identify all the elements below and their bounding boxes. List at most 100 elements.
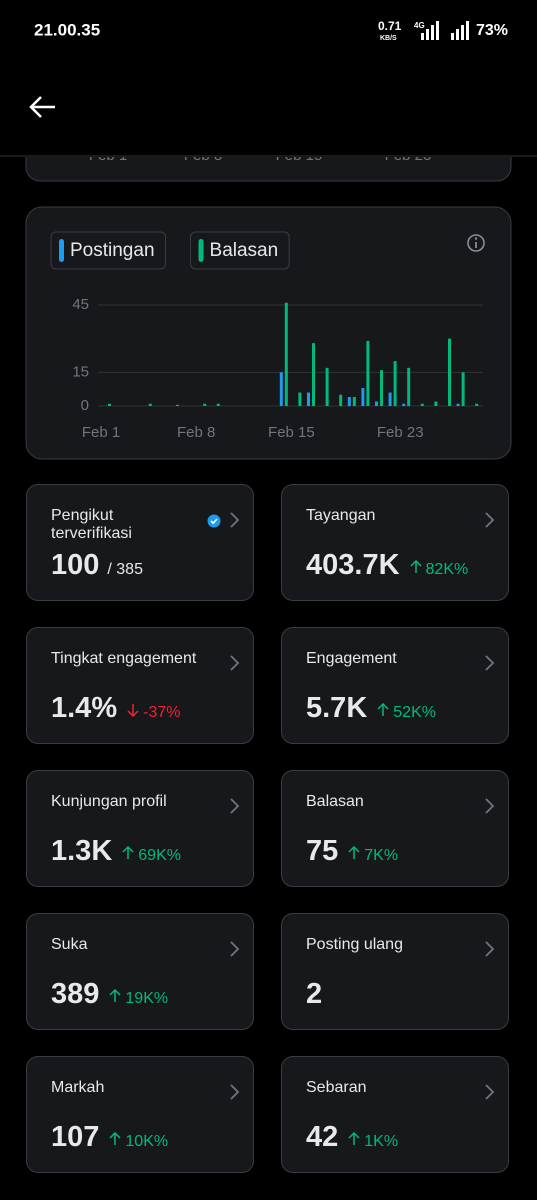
bar <box>203 403 207 406</box>
x-tick-label: Feb 1 <box>82 424 120 441</box>
status-time: 21.00.35 <box>34 20 100 39</box>
bar <box>347 397 351 406</box>
chevron <box>485 941 495 957</box>
legend-label: Balasan <box>210 240 279 261</box>
bar <box>279 372 283 406</box>
metric-card[interactable]: Suka 389 19K% <box>26 913 254 1030</box>
change-arrow <box>377 702 389 716</box>
metric-value: 2 <box>306 978 322 1011</box>
bar <box>420 403 424 406</box>
bar <box>475 403 479 406</box>
bar <box>375 401 378 406</box>
metric-value: 403.7K 82K% <box>306 549 468 582</box>
change-text: 19K% <box>125 990 169 1007</box>
bar <box>176 404 179 406</box>
legend-label: Postingan <box>70 240 155 261</box>
chevron <box>485 1084 495 1100</box>
metric-label: Tayangan <box>306 507 376 524</box>
metric-number: 5.7K <box>306 692 368 724</box>
bar <box>461 372 465 406</box>
chevron <box>485 655 495 671</box>
bar <box>380 370 383 406</box>
metric-value: 42 1K% <box>306 1121 398 1154</box>
status-speed: 0.71 <box>378 19 402 33</box>
change-text: -37% <box>143 704 181 721</box>
metric-change: 1K% <box>348 1131 399 1150</box>
bar <box>307 392 310 406</box>
bar <box>325 367 329 406</box>
metric-value: 107 10K% <box>51 1121 168 1154</box>
chevron <box>230 655 240 671</box>
change-arrow <box>127 704 139 718</box>
metric-card[interactable]: Tingkat engagement 1.4% -37% <box>26 627 254 744</box>
change-text: 82K% <box>425 561 469 578</box>
x-tick-label: Feb 15 <box>268 424 315 441</box>
change-arrow <box>409 559 422 573</box>
metric-card[interactable]: Balasan 75 7K% <box>281 770 509 887</box>
bar <box>312 343 315 406</box>
metric-card[interactable]: Sebaran 42 1K% <box>281 1056 509 1173</box>
metric-number: 2 <box>306 978 323 1010</box>
change-text: 7K% <box>364 847 399 864</box>
metric-card[interactable]: Engagement 5.7K 52K% <box>281 627 509 744</box>
metric-number: 403.7K <box>306 549 400 581</box>
status-network: 4G <box>414 21 425 30</box>
previous-axis-label: Feb 23 <box>385 147 432 164</box>
header-and-chart: 21.00.35 0.71 KB/S 4G 73% Feb 1 Feb 8 Fe… <box>0 19 537 460</box>
previous-axis-label: Feb 1 <box>89 147 127 164</box>
bar <box>434 401 438 406</box>
metric-label: Balasan <box>306 793 364 810</box>
legend-item[interactable]: Postingan <box>50 231 167 270</box>
bar <box>108 403 111 406</box>
chevron <box>230 941 240 957</box>
metric-label: Sebaran <box>306 1079 367 1096</box>
legend-box <box>50 231 167 270</box>
y-tick-label: 0 <box>81 397 89 414</box>
legend-swatch <box>59 239 64 262</box>
metric-change: 10K% <box>109 1131 169 1150</box>
metric-number: 107 <box>51 1121 100 1153</box>
bar <box>284 302 288 406</box>
change-text: 10K% <box>125 1133 169 1150</box>
bar <box>361 388 365 406</box>
metric-card[interactable]: Markah 107 10K% <box>26 1056 254 1173</box>
chevron <box>485 798 495 814</box>
back-button[interactable] <box>29 96 55 118</box>
metric-card[interactable]: Kunjungan profil 1.3K 69K% <box>26 770 254 887</box>
info-icon[interactable] <box>467 234 485 252</box>
chevron <box>230 798 240 814</box>
metric-change: -37% <box>127 704 180 721</box>
legend-swatch <box>198 239 204 262</box>
change-text: 1K% <box>364 1133 399 1150</box>
x-tick-label: Feb 8 <box>177 424 215 441</box>
bar <box>339 394 343 406</box>
metric-number: 75 <box>306 835 339 867</box>
status-battery: 73% <box>476 22 508 39</box>
previous-card <box>25 157 512 182</box>
change-arrow <box>122 845 134 859</box>
metric-value: 75 7K% <box>306 835 398 868</box>
metric-change: 7K% <box>348 845 399 864</box>
chevron <box>230 512 240 528</box>
chevron <box>485 512 495 528</box>
y-tick-label: 45 <box>72 296 89 313</box>
bar <box>456 403 460 406</box>
bar <box>402 403 406 406</box>
metric-label: Posting ulang <box>306 936 403 953</box>
status-speed-unit: KB/S <box>380 35 397 42</box>
metric-value: 100 / 385 <box>51 549 143 582</box>
metric-card[interactable]: Tayangan 403.7K 82K% <box>281 484 509 601</box>
bar <box>352 397 356 406</box>
change-arrow <box>109 988 121 1002</box>
metric-total: / 385 <box>107 561 143 578</box>
metric-card[interactable]: Posting ulang 2 <box>281 913 509 1030</box>
metric-number: 1.4% <box>51 692 118 724</box>
metric-number: 1.3K <box>51 835 113 867</box>
change-arrow <box>109 1131 121 1145</box>
bar <box>366 340 370 406</box>
metric-card[interactable]: Pengikut terverifikasi 100 / 385 <box>26 484 254 601</box>
previous-axis-label: Feb 15 <box>276 147 323 164</box>
legend-item[interactable]: Balasan <box>190 231 290 270</box>
chevron <box>230 1084 240 1100</box>
metric-number: 389 <box>51 978 100 1010</box>
